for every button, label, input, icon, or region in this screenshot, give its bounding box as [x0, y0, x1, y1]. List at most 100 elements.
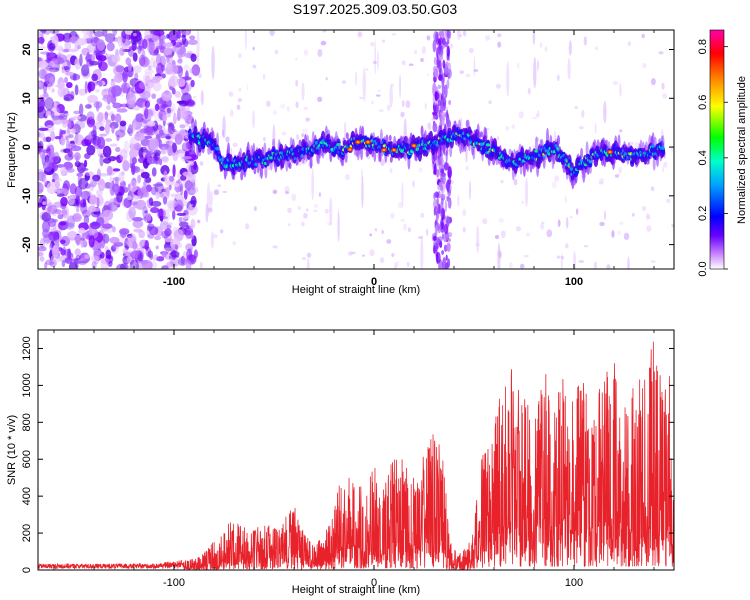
- spectrogram-cell: [360, 145, 364, 161]
- spectrogram-cell: [72, 212, 82, 223]
- spectrogram-cell: [441, 96, 446, 103]
- spectrogram-cell: [388, 134, 392, 142]
- spectrogram-cell: [494, 234, 500, 240]
- spectrogram-cell: [150, 206, 160, 214]
- spectrogram-cell: [38, 60, 49, 69]
- spectrogram-cell: [109, 198, 115, 204]
- spectrogram-cell: [102, 233, 110, 244]
- spectrogram-cell: [75, 255, 81, 261]
- spectrogram-cell: [326, 221, 333, 226]
- spectrogram-cell: [151, 93, 157, 99]
- spectrogram-cell: [532, 145, 536, 149]
- spectrogram-cell: [295, 79, 299, 87]
- spectrogram-cell: [211, 45, 215, 80]
- spectrogram-cell: [578, 259, 585, 263]
- spectrogram-cell: [42, 201, 46, 206]
- spectrogram-cell: [658, 51, 664, 55]
- spectrogram-cell: [394, 261, 398, 269]
- spectrogram-cell: [159, 220, 169, 230]
- spectrogram-cell: [435, 104, 439, 114]
- spectrogram-cell: [132, 32, 137, 37]
- spectrogram-cell: [389, 85, 393, 108]
- spectrogram-cell: [41, 212, 52, 222]
- spectrogram-cell: [68, 262, 78, 269]
- spectrogram-cell: [272, 110, 277, 115]
- spectrogram-cell: [641, 33, 646, 39]
- spectrogram-cell: [468, 47, 474, 54]
- y-tick: 0: [21, 567, 674, 573]
- spectrogram-cell: [75, 198, 80, 205]
- spectrogram-cell: [132, 52, 138, 62]
- spectrogram-cell: [220, 229, 224, 234]
- spectrogram-cell: [89, 180, 97, 188]
- spectrogram-cell: [302, 128, 308, 133]
- spectrogram-cell: [189, 203, 194, 207]
- spectrogram-cell: [221, 129, 225, 137]
- spectrogram-cell: [134, 132, 146, 142]
- spectrogram-cell: [532, 30, 536, 45]
- spectrogram-cell: [91, 260, 97, 269]
- spectrogram-cell: [598, 181, 604, 185]
- spectrogram-cell: [197, 73, 202, 79]
- spectrogram-cell: [189, 35, 196, 41]
- spectrogram-cell: [147, 41, 155, 54]
- spectrogram-cell: [475, 243, 480, 247]
- x-tick-label: -100: [163, 577, 185, 589]
- spectrogram-cell: [177, 49, 182, 59]
- spectrogram-cell: [152, 75, 163, 81]
- spectrogram-cell: [508, 261, 513, 269]
- spectrogram-cell: [160, 165, 170, 176]
- spectrogram-cell: [189, 224, 194, 228]
- spectrogram-cell: [371, 100, 374, 105]
- spectrogram-cell: [168, 30, 179, 42]
- spectrogram-cell: [485, 143, 491, 147]
- spectrogram-cell: [189, 178, 198, 183]
- spectrogram-cell: [465, 165, 469, 171]
- spectrogram-cell: [114, 113, 122, 124]
- spectrogram-cell: [95, 88, 100, 93]
- spectrogram-cell: [47, 144, 55, 156]
- spectrogram-cell: [206, 182, 211, 217]
- spectrogram-cell: [168, 75, 179, 88]
- spectrogram-cell: [578, 125, 584, 130]
- spectrogram-cell: [377, 89, 382, 92]
- spectrogram-cell: [81, 209, 91, 218]
- spectrogram-cell: [272, 138, 276, 149]
- spectrogram-cell: [130, 181, 135, 187]
- spectrogram-cell: [447, 188, 452, 197]
- spectrogram-cell: [623, 232, 630, 241]
- spectrogram-cell: [453, 120, 457, 128]
- spectrogram-cell: [187, 204, 198, 216]
- spectrogram-cell: [154, 235, 162, 241]
- spectrogram-cell: [435, 159, 440, 166]
- spectrogram-cell: [103, 94, 114, 100]
- spectrogram-cell: [472, 144, 476, 160]
- spectrogram-cell: [131, 162, 136, 176]
- spectrogram-cell: [130, 31, 142, 43]
- x-tick-label: 0: [371, 276, 377, 288]
- spectrogram-cell: [287, 223, 291, 227]
- spectrogram-cell: [401, 181, 404, 207]
- spectrogram-cell: [378, 109, 384, 112]
- spectrogram-cell: [115, 65, 124, 73]
- spectrogram-cell: [84, 172, 90, 181]
- spectrogram-cell: [291, 193, 297, 202]
- spectrogram-cell: [344, 173, 351, 181]
- spectrogram-cell: [137, 174, 142, 184]
- spectrogram-cell: [140, 138, 151, 147]
- spectrogram-cell: [206, 127, 210, 136]
- spectrogram-cell: [56, 189, 61, 195]
- spectrogram-cell: [111, 125, 115, 134]
- spectrogram-cell: [65, 71, 75, 76]
- spectrogram-cell: [171, 46, 176, 52]
- spectrogram-cell: [540, 222, 544, 230]
- spectrogram-cell: [397, 201, 404, 209]
- x-tick: 100: [565, 30, 583, 288]
- spectrogram-cell: [375, 94, 381, 97]
- spectrogram-cell: [191, 64, 201, 76]
- spectrogram-cell: [51, 208, 57, 217]
- spectrogram-cell: [447, 198, 451, 209]
- spectrogram-cell: [306, 252, 312, 258]
- spectrogram-cell: [650, 78, 656, 86]
